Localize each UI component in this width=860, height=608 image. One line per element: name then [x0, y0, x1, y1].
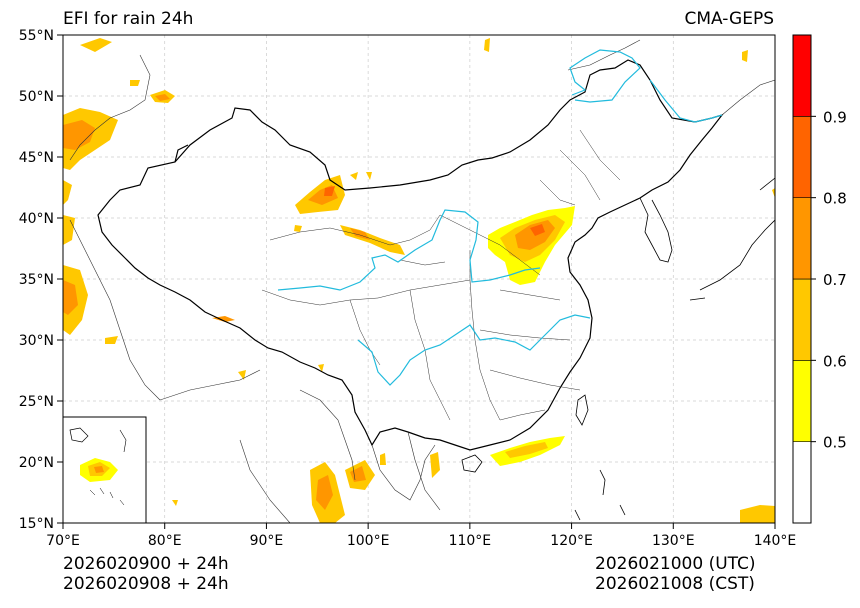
colorbar-label: 0.8: [823, 190, 847, 208]
efi-rain-field: [63, 38, 775, 523]
efi-patch: [130, 80, 140, 86]
valid-time-utc: 2026021000 (UTC): [595, 554, 756, 574]
y-tick-label: 25°N: [19, 394, 54, 410]
y-tick-label: 35°N: [19, 272, 54, 288]
efi-patch: [294, 225, 302, 232]
efi-patch: [350, 172, 358, 180]
axes: 70°E 80°E 90°E 100°E 110°E 120°E 130°E 140°E 55°…: [19, 28, 797, 549]
taiwan-outline: [575, 394, 589, 426]
efi-patch: [316, 475, 333, 510]
model-name: CMA-GEPS: [684, 9, 774, 29]
y-tick-label: 15°N: [19, 516, 54, 532]
x-tick-label: 130°E: [652, 533, 695, 549]
x-tick-label: 100°E: [347, 533, 390, 549]
x-tick-label: 120°E: [550, 533, 593, 549]
efi-patch: [172, 500, 178, 506]
valid-time-cst: 2026021008 (CST): [595, 574, 755, 594]
efi-patch: [318, 364, 324, 372]
inset-map: [62, 416, 147, 524]
colorbar-segment: [792, 278, 812, 361]
y-tick-label: 55°N: [19, 28, 54, 44]
philippines-outline: [574, 469, 626, 521]
japan-outline: [689, 177, 775, 301]
efi-patch: [430, 452, 440, 478]
y-tick-label: 45°N: [19, 150, 54, 166]
colorbar-label: 0.7: [823, 271, 847, 289]
colorbar: 0.5 0.6 0.7 0.8 0.9: [792, 34, 847, 524]
colorbar-frame: [792, 34, 812, 524]
rivers: [277, 49, 723, 386]
amur-river: [569, 49, 641, 103]
y-tick-label: 20°N: [19, 455, 54, 471]
efi-patch: [238, 370, 246, 380]
province-borders: [261, 129, 621, 421]
efi-patch: [63, 215, 75, 245]
mongolia-border: [174, 144, 189, 163]
efi-patch: [340, 225, 405, 255]
colorbar-label: 0.9: [823, 108, 847, 126]
efi-patch: [155, 94, 170, 101]
efi-patch: [350, 228, 370, 240]
y-tick-label: 30°N: [19, 333, 54, 349]
china-outline: [97, 59, 724, 451]
efi-patch: [772, 188, 775, 198]
efi-patch: [366, 172, 372, 180]
x-tick-label: 70°E: [46, 533, 80, 549]
hainan-outline: [461, 454, 483, 473]
colorbar-segment: [792, 197, 812, 280]
efi-patch: [505, 442, 548, 458]
country-borders: [97, 59, 775, 521]
efi-patch: [350, 466, 366, 482]
colorbar-segment: [792, 360, 812, 442]
efi-patch: [484, 38, 490, 52]
init-time-utc: 2026020900 + 24h: [63, 554, 229, 574]
x-tick-label: 110°E: [449, 533, 492, 549]
efi-patch: [530, 224, 545, 236]
colorbar-segment: [792, 116, 812, 198]
colorbar-segment: [792, 34, 812, 117]
efi-patch: [63, 280, 78, 315]
korea-outline: [639, 197, 673, 263]
graticule: [63, 35, 775, 523]
x-tick-label: 140°E: [754, 533, 797, 549]
y-tick-label: 40°N: [19, 211, 54, 227]
yellow-river: [277, 209, 541, 291]
efi-patch: [63, 180, 72, 205]
efi-patch: [105, 336, 118, 344]
ussuri-river: [649, 79, 723, 123]
y-tick-label: 50°N: [19, 89, 54, 105]
efi-patch: [80, 38, 112, 52]
neighbour-borders: [69, 39, 775, 523]
efi-patch: [380, 453, 386, 465]
colorbar-segment: [792, 441, 812, 524]
efi-patch: [740, 505, 775, 523]
yangtze-river: [357, 314, 591, 386]
efi-patch: [324, 186, 335, 196]
x-tick-label: 90°E: [250, 533, 284, 549]
x-tick-label: 80°E: [148, 533, 182, 549]
colorbar-label: 0.5: [823, 434, 847, 452]
efi-patch: [63, 120, 95, 150]
colorbar-label: 0.6: [823, 352, 847, 370]
efi-patch: [742, 50, 748, 62]
map-title: EFI for rain 24h: [63, 9, 194, 29]
init-time-cst: 2026020908 + 24h: [63, 574, 229, 594]
